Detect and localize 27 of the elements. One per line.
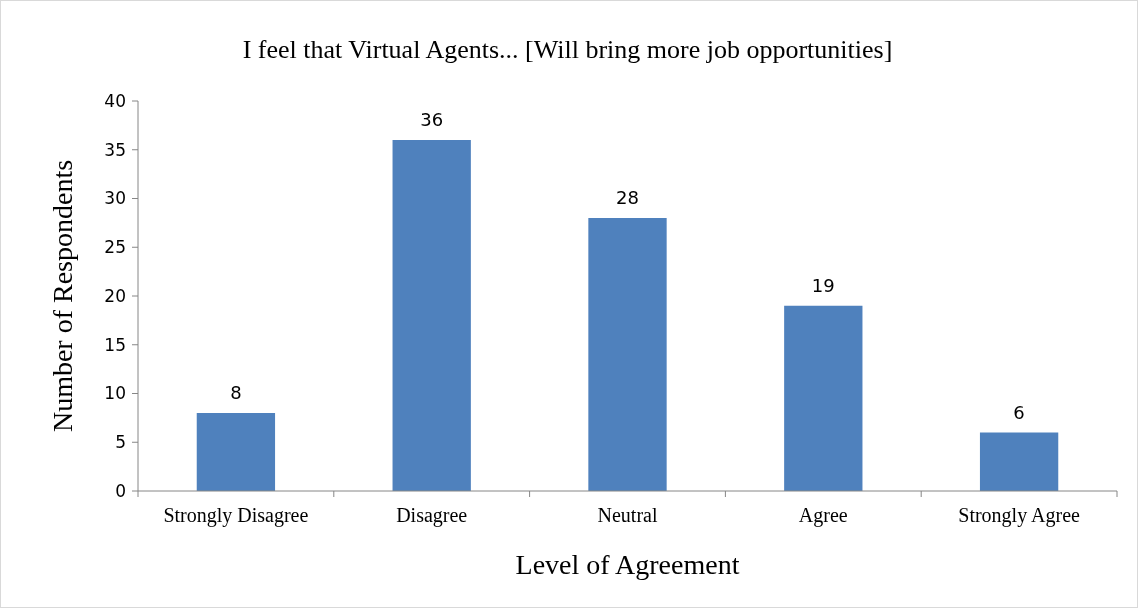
bar <box>392 140 471 491</box>
data-label: 19 <box>811 274 835 296</box>
x-tick-label: Strongly Disagree <box>163 504 309 527</box>
x-axis-title: Level of Agreement <box>515 549 740 580</box>
y-tick-label: 5 <box>115 432 126 453</box>
y-tick-label: 40 <box>104 90 126 111</box>
data-label: 6 <box>1013 401 1025 423</box>
y-tick-label: 30 <box>104 188 126 209</box>
y-tick-label: 0 <box>115 480 126 501</box>
bar <box>588 218 667 491</box>
y-tick-label: 10 <box>104 383 126 404</box>
x-tick-label: Neutral <box>597 504 658 526</box>
data-label: 8 <box>230 382 242 403</box>
bar <box>196 413 276 491</box>
y-tick-label: 25 <box>104 237 126 258</box>
x-tick-label: Agree <box>798 504 848 527</box>
bar <box>979 432 1059 491</box>
x-tick-label: Strongly Agree <box>958 504 1081 527</box>
y-axis-title: Number of Respondents <box>47 159 78 433</box>
data-label: 36 <box>420 109 444 130</box>
bar <box>784 305 863 491</box>
y-tick-label: 15 <box>104 334 126 355</box>
data-label: 28 <box>616 187 639 208</box>
y-tick-label: 35 <box>104 139 126 160</box>
chart-title: I feel that Virtual Agents... [Will bring more job opportunities] <box>242 35 893 64</box>
x-tick-label: Disagree <box>396 504 468 527</box>
y-tick-label: 20 <box>104 285 126 306</box>
